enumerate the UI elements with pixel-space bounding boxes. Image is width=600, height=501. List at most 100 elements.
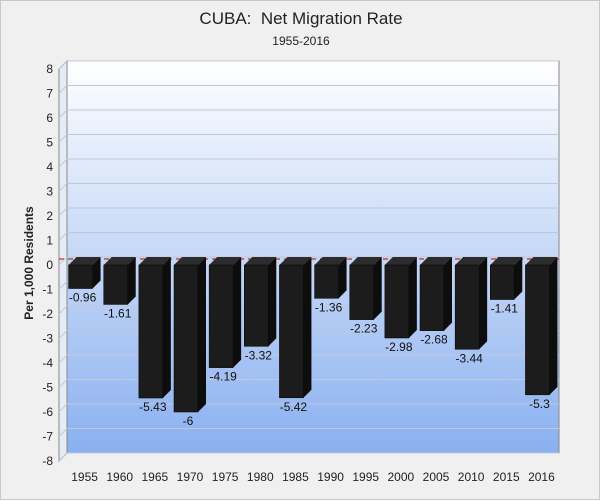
bar-value-label: -0.96 <box>69 291 97 305</box>
gridline-side <box>58 403 68 413</box>
gridline-side <box>58 85 68 94</box>
gridline-side <box>58 281 68 290</box>
bar-side-face <box>92 257 101 289</box>
bar-front-face <box>208 264 234 368</box>
y-tick-label: 3 <box>46 185 53 199</box>
gridline-side <box>58 232 68 241</box>
y-axis-label: Per 1,000 Residents <box>22 206 36 320</box>
bar-top-face <box>490 257 523 265</box>
gridline-side <box>58 354 68 364</box>
gridline-side <box>58 158 68 168</box>
bar-top-face <box>68 257 101 265</box>
y-tick-label: 6 <box>46 111 53 125</box>
y-tick-label: 0 <box>46 258 53 272</box>
gridline-side <box>58 330 68 339</box>
x-tick-label: 1955 <box>71 470 98 484</box>
bar-top-face <box>138 257 171 265</box>
bar-side-face <box>479 257 488 350</box>
bar-side-face <box>514 257 523 300</box>
y-tick-label: -2 <box>42 307 53 321</box>
y-axis-ticks: 8 7 6 5 4 3 2 1 0 -1 -2 -3 -4 -5 -6 -7 -8 <box>42 62 53 468</box>
bar <box>103 257 136 305</box>
bar <box>279 257 312 399</box>
bar-front-face <box>349 264 374 320</box>
y-tick-label: 7 <box>46 87 53 101</box>
bar-value-label: -5.42 <box>280 400 308 414</box>
bar-front-face <box>173 264 199 413</box>
x-tick-label: 2015 <box>493 470 520 484</box>
bars <box>68 257 558 413</box>
bar-front-face <box>525 264 550 396</box>
gridline-side <box>58 428 68 437</box>
bar-top-face <box>455 257 488 265</box>
x-tick-label: 1970 <box>177 470 204 484</box>
bar-value-label: -1.41 <box>491 302 519 316</box>
bar-side-face <box>303 257 312 398</box>
bar-front-face <box>68 264 93 289</box>
bar-front-face <box>279 264 304 399</box>
bar-value-label: -5.3 <box>529 397 550 411</box>
bar <box>314 257 347 299</box>
bar <box>384 257 417 339</box>
bar-front-face <box>103 264 128 305</box>
bar <box>68 257 101 289</box>
bar-front-face <box>384 264 410 339</box>
bar-side-face <box>162 257 171 399</box>
bar-front-face <box>138 264 164 399</box>
bar-side-face <box>408 257 417 339</box>
bar <box>525 257 558 396</box>
bar-top-face <box>525 257 558 265</box>
x-tick-label: 1975 <box>212 470 239 484</box>
bar-value-label: -2.23 <box>350 322 378 336</box>
bar-top-face <box>209 257 242 265</box>
bar-front-face <box>244 264 269 347</box>
bar-side-face <box>444 257 452 331</box>
x-tick-label: 2016 <box>528 470 555 484</box>
bar-front-face <box>454 264 480 350</box>
chart-subtitle: 1955-2016 <box>272 34 330 48</box>
x-tick-label: 1990 <box>317 470 344 484</box>
gridline-side <box>58 452 68 462</box>
bar-value-label: -4.19 <box>209 370 237 384</box>
bar-value-label: -2.68 <box>420 333 448 347</box>
bar-value-label: -2.98 <box>385 340 413 354</box>
x-tick-label: 1980 <box>247 470 274 484</box>
bar-top-face <box>420 257 452 265</box>
x-tick-label: 2000 <box>388 470 415 484</box>
y-tick-label: -4 <box>42 356 53 370</box>
gridline-side <box>58 183 68 192</box>
y-tick-label: -5 <box>42 381 53 395</box>
bar-side-face <box>127 257 136 305</box>
bar-side-face <box>549 257 558 395</box>
bar-top-face <box>174 257 206 265</box>
y-tick-label: 8 <box>46 62 53 76</box>
bar <box>138 257 171 399</box>
bar <box>173 257 206 413</box>
gridline-side <box>58 109 68 119</box>
bar-side-face <box>198 257 206 412</box>
y-tick-label: -8 <box>42 454 53 468</box>
y-tick-label: 5 <box>46 136 53 150</box>
bar <box>419 257 452 331</box>
bar <box>244 257 277 347</box>
y-tick-label: 2 <box>46 209 53 223</box>
bar-side-face <box>233 257 242 368</box>
chart-title: CUBA: Net Migration Rate <box>199 9 403 28</box>
x-tick-label: 2005 <box>423 470 450 484</box>
bar-value-label: -3.32 <box>245 348 273 362</box>
y-tick-label: -3 <box>42 332 53 346</box>
y-tick-label: -1 <box>42 283 53 297</box>
bar-front-face <box>419 264 445 331</box>
bar-top-face <box>279 257 312 265</box>
bar <box>490 257 523 300</box>
y-tick-label: 1 <box>46 234 53 248</box>
x-tick-label: 1960 <box>106 470 133 484</box>
bar-value-label: -5.43 <box>139 400 167 414</box>
bar-value-label: -3.44 <box>455 351 483 365</box>
bar <box>208 257 242 368</box>
y-tick-label: 4 <box>46 160 53 174</box>
bar-value-label: -6 <box>183 414 194 428</box>
x-tick-label: 2010 <box>458 470 485 484</box>
